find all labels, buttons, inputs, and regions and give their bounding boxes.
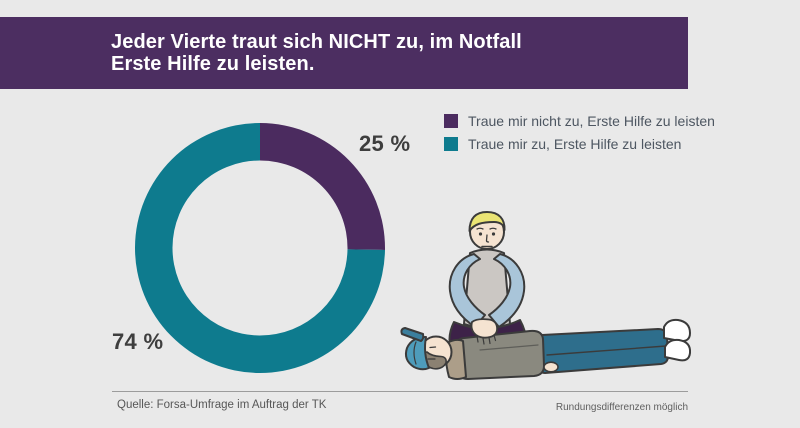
chart-legend: Traue mir nicht zu, Erste Hilfe zu leist…: [444, 114, 715, 160]
header-band: Jeder Vierte traut sich NICHT zu, im Not…: [0, 17, 688, 89]
legend-swatch: [444, 137, 458, 151]
rescuer-hair: [468, 211, 506, 232]
patient-cap: [404, 336, 430, 371]
rescuer-nose: [485, 234, 490, 243]
rescuer-right-arm: [488, 253, 526, 328]
rescuer-eye: [478, 232, 483, 236]
source-caption: Quelle: Forsa-Umfrage im Auftrag der TK: [117, 399, 327, 411]
patient-shoe-lower: [664, 338, 692, 362]
page-title-line2: Erste Hilfe zu leisten.: [111, 53, 315, 75]
donut-segment: [260, 123, 385, 250]
data-label-74: 74 %: [112, 329, 164, 354]
donut-chart: [130, 118, 390, 378]
rescuer-fingers: [476, 334, 497, 345]
donut-segment: [135, 123, 385, 373]
cpr-first-aid-illustration: [400, 211, 692, 380]
rescuer-eye: [491, 232, 496, 236]
patient-arm-seam: [479, 344, 539, 351]
rescuer-left-arm: [448, 253, 486, 328]
rescuer-hands: [470, 318, 499, 339]
patient-cap-seam: [413, 341, 417, 365]
data-label-25: 25 %: [359, 131, 411, 156]
legend-label: Traue mir zu, Erste Hilfe zu leisten: [468, 136, 682, 152]
patient-shoe-upper: [663, 318, 691, 343]
page-title-line1: Jeder Vierte traut sich NICHT zu, im Not…: [111, 31, 522, 53]
patient-closed-eye: [429, 346, 437, 349]
legend-item-confident: Traue mir zu, Erste Hilfe zu leisten: [444, 137, 715, 151]
footer-divider: [112, 391, 688, 392]
rescuer-brows: [476, 227, 497, 230]
patient-legs-gap: [546, 345, 667, 356]
patient-cap-brim: [400, 327, 425, 342]
legend-swatch: [444, 114, 458, 128]
legend-label: Traue mir nicht zu, Erste Hilfe zu leist…: [468, 113, 715, 129]
patient-hand: [543, 361, 559, 373]
legend-item-not-confident: Traue mir nicht zu, Erste Hilfe zu leist…: [444, 114, 715, 128]
patient-jacket: [456, 329, 545, 380]
donut-chart-svg: [135, 123, 385, 373]
rounding-note: Rundungsdifferenzen möglich: [555, 402, 688, 413]
